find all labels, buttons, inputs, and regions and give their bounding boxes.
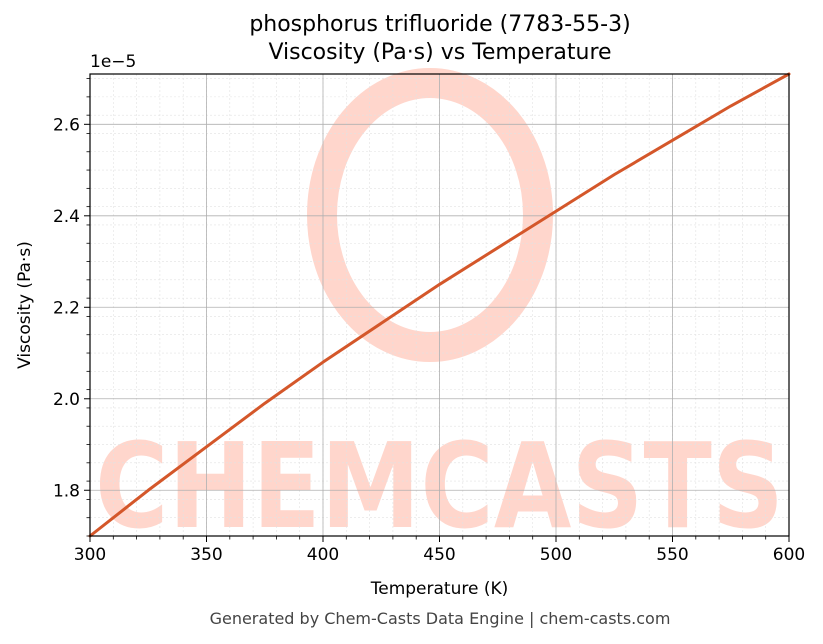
y-tick-label: 2.2: [53, 298, 80, 318]
major-grid: [89, 74, 790, 536]
tick-layer: 300 350 400 450 500 550 600 1.8 2.0 2.2 2.4 2.6: [53, 78, 805, 565]
footer-credit: Generated by Chem-Casts Data Engine | ch…: [209, 609, 671, 628]
x-axis-label: Temperature (K): [370, 579, 509, 599]
chart-subtitle: Viscosity (Pa·s) vs Temperature: [268, 40, 612, 65]
x-tick-label: 500: [540, 545, 572, 565]
x-tick-label: 600: [773, 545, 805, 565]
x-tick-label: 550: [656, 545, 688, 565]
y-tick-label: 2.0: [53, 390, 80, 410]
series-line: [88, 72, 791, 538]
watermark-ring: [307, 68, 553, 362]
x-tick-label: 350: [190, 545, 222, 565]
y-tick-label: 2.6: [53, 115, 80, 135]
y-tick-label: 2.4: [53, 207, 80, 227]
series-layer: [88, 72, 791, 538]
y-offset-label: 1e−5: [90, 52, 136, 72]
chart-title: phosphorus trifluoride (7783-55-3): [249, 12, 631, 37]
x-tick-label: 450: [423, 545, 455, 565]
x-tick-label: 400: [307, 545, 339, 565]
x-tick-label: 300: [74, 545, 106, 565]
y-tick-label: 1.8: [53, 481, 80, 501]
y-axis-label: Viscosity (Pa·s): [15, 241, 35, 369]
